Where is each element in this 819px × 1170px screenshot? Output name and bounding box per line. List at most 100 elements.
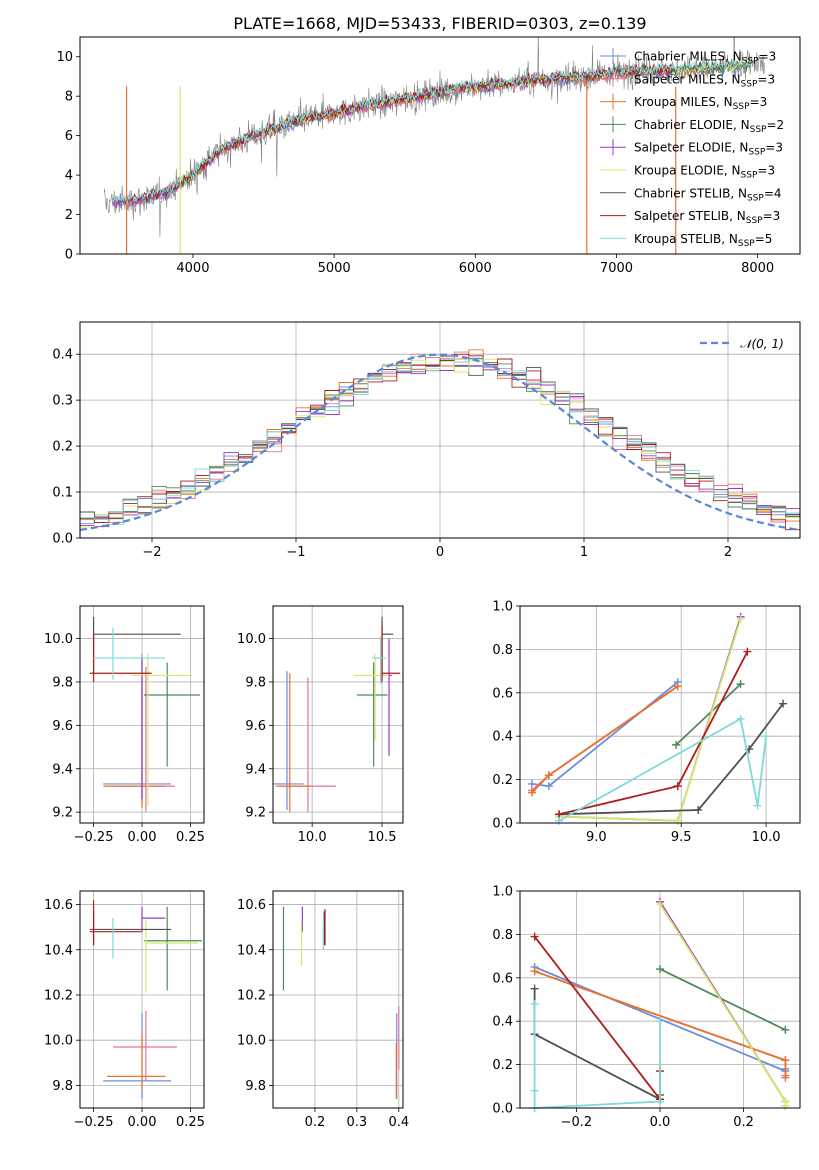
weight_vs_age-series-line-3 (675, 683, 742, 746)
residual-histogram-8 (80, 354, 800, 526)
legend-label-eq: =3 (757, 72, 775, 86)
mass_vs_Z-xtick-label: 0.00 (128, 1115, 157, 1130)
weight_vs_age-ytick-label: 0.0 (492, 817, 513, 832)
weight_vs_age-series-marker (736, 714, 745, 723)
residuals-ytick-label: 0.0 (52, 532, 73, 547)
legend-label-main: Chabrier ELODIE, N (634, 118, 750, 132)
weight_vs_age-xtick-label: 10.0 (752, 830, 781, 845)
age_vs_mass-xtick-label: 10.5 (368, 830, 397, 845)
mass_vs_ebv-xtick-label: 0.2 (305, 1115, 326, 1130)
age_vs_Z-ytick-label: 9.2 (52, 806, 73, 821)
legend-label-sub: SSP (747, 193, 764, 203)
weight_vs_Z-ytick-label: 0.4 (492, 1015, 513, 1030)
age_vs_Z-ytick-label: 10.0 (44, 632, 73, 647)
weight_vs_Z-xtick-label: −0.2 (561, 1115, 593, 1130)
residual-histogram-7 (80, 353, 800, 531)
legend-label: Kroupa STELIB, NSSP=5 (634, 232, 772, 249)
legend-label-main: Chabrier MILES, N (634, 50, 742, 64)
spectrum-ytick-label: 4 (65, 169, 73, 184)
mass_vs_ebv-xtick-label: 0.4 (388, 1115, 409, 1130)
age_vs_mass-ytick-label: 10.0 (237, 632, 266, 647)
legend-label-eq: =2 (766, 118, 784, 132)
residuals-ytick-label: 0.4 (52, 348, 73, 363)
age_vs_mass-ytick-label: 9.8 (245, 675, 266, 690)
residuals-xtick-label: −1 (286, 545, 305, 560)
weight_vs_Z-ytick-label: 0.6 (492, 971, 513, 986)
legend-label: Kroupa MILES, NSSP=3 (634, 95, 767, 112)
weight_vs_Z-series-marker (656, 900, 664, 909)
age_vs_mass-xtick-label: 10.0 (298, 830, 327, 845)
legend-label: Salpeter STELIB, NSSP=3 (634, 209, 780, 226)
weight_vs_age-ytick-label: 0.6 (492, 686, 513, 701)
weight_vs_Z-xtick-label: 0.2 (733, 1115, 754, 1130)
legend-label-main: Salpeter ELODIE, N (634, 141, 748, 155)
weight_vs_age-series-line-8 (558, 717, 767, 822)
mass_vs_ebv-xtick-label: 0.3 (347, 1115, 368, 1130)
legend-label-sub: SSP (741, 79, 758, 89)
legend-label-eq: =3 (765, 141, 783, 155)
age_vs_Z-xtick-label: −0.25 (74, 830, 114, 845)
residuals-xtick-label: −2 (142, 545, 161, 560)
weight_vs_Z-ytick-label: 0.0 (492, 1102, 513, 1117)
weight_vs_Z-frame (519, 890, 801, 1109)
weight_vs_Z-xtick-label: 0.0 (650, 1115, 671, 1130)
spectrum-xtick-label: 8000 (741, 261, 774, 276)
legend-label: Chabrier STELIB, NSSP=4 (634, 186, 782, 203)
legend-label-sub: SSP (733, 102, 750, 112)
age_vs_mass-ytick-label: 9.6 (245, 719, 266, 734)
weight_vs_Z-series-marker (530, 1086, 539, 1095)
weight_vs_age-xtick-label: 9.0 (586, 830, 607, 845)
weight_vs_Z-series-marker (530, 932, 539, 941)
legend-label-eq: =4 (764, 186, 782, 200)
spectrum-xtick-label: 6000 (459, 261, 492, 276)
age_vs_mass-ytick-label: 9.4 (245, 762, 266, 777)
legend-label-eq: =3 (757, 164, 775, 178)
weight_vs_age-series-marker (544, 771, 553, 780)
residuals-ytick-label: 0.1 (52, 486, 73, 501)
weight_vs_Z-series-marker (656, 1097, 664, 1106)
legend-label-sub: SSP (748, 148, 765, 158)
weight_vs_age-series-marker (672, 740, 681, 749)
weight_vs_Z-series-marker (530, 984, 539, 993)
residuals-xtick-label: 2 (724, 545, 732, 560)
weight_vs_age-xtick-label: 9.5 (671, 830, 692, 845)
figure-title: PLATE=1668, MJD=53433, FIBERID=0303, z=0… (233, 14, 646, 33)
mass_vs_ebv-ytick-label: 10.2 (237, 988, 266, 1003)
legend-label-sub: SSP (746, 216, 763, 226)
spectrum-axes: 4000 5000 6000 7000 8000 0 2 4 6 8 10 (56, 50, 774, 276)
residuals-xtick-label: 0 (436, 545, 444, 560)
residuals-ytick-label: 0.3 (52, 394, 73, 409)
mass_vs_ebv-ytick-label: 10.4 (237, 943, 266, 958)
legend-gaussian-label: 𝒩(0, 1) (740, 337, 784, 351)
weight_vs_age-ytick-label: 0.4 (492, 730, 513, 745)
age_vs_mass-frame (272, 605, 404, 824)
spectrum-ytick-label: 0 (65, 248, 73, 263)
legend-label-main: Chabrier STELIB, N (634, 186, 747, 200)
mass_vs_ebv-ytick-label: 10.0 (237, 1034, 266, 1049)
age_vs_Z-ytick-label: 9.8 (52, 675, 73, 690)
legend-label-sub: SSP (741, 171, 758, 181)
mass_vs_Z-ytick-label: 10.6 (44, 898, 73, 913)
spectrum-xtick-label: 5000 (318, 261, 351, 276)
weight_vs_age-series-marker (779, 699, 788, 708)
mass_vs_ebv-ytick-label: 9.8 (245, 1079, 266, 1094)
legend-label-eq: =3 (750, 95, 768, 109)
residuals-legend: 𝒩(0, 1) (700, 337, 784, 351)
mass_vs_Z-ytick-label: 10.2 (44, 988, 73, 1003)
residuals-frame (79, 321, 801, 539)
weight_vs_age-series-marker (753, 801, 762, 810)
legend-label-main: Salpeter STELIB, N (634, 209, 746, 223)
mass_vs_Z-ytick-label: 10.0 (44, 1034, 73, 1049)
age_vs_mass-ytick-label: 9.2 (245, 806, 266, 821)
legend-label-sub: SSP (738, 239, 755, 249)
weight_vs_age-ytick-label: 1.0 (492, 600, 513, 615)
age_vs_Z-ytick-label: 9.6 (52, 719, 73, 734)
legend-label: Chabrier ELODIE, NSSP=2 (634, 118, 784, 135)
weight_vs_age-series-marker (673, 782, 682, 791)
spectrum-ytick-label: 6 (65, 129, 73, 144)
legend-label-sub: SSP (750, 125, 767, 135)
mass_vs_ebv-ytick-label: 10.6 (237, 898, 266, 913)
weight_vs_age-ytick-label: 0.8 (492, 643, 513, 658)
weight_vs_Z-series-marker (781, 1073, 790, 1082)
